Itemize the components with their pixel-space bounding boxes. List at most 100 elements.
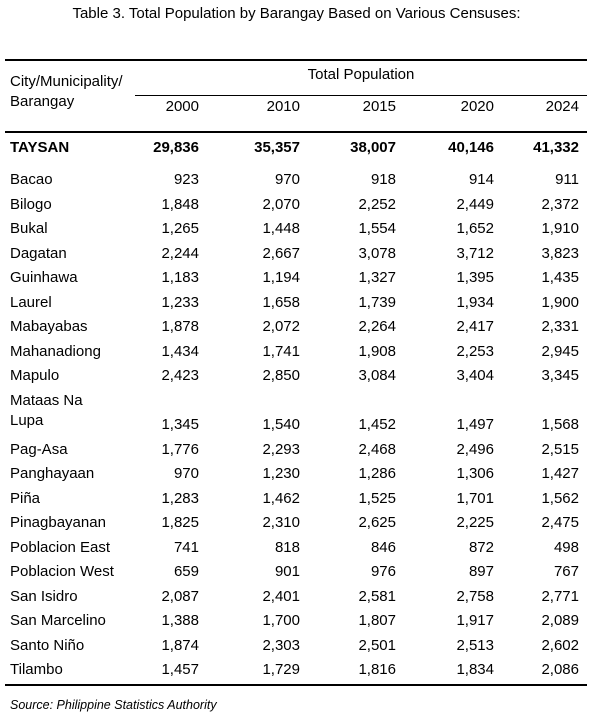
barangay-name: Mataas Na Lupa xyxy=(10,391,83,429)
barangay-name: TAYSAN xyxy=(10,139,70,156)
population-value: 1,562 xyxy=(541,489,579,507)
population-value: 1,457 xyxy=(161,661,199,678)
population-value: 2,771 xyxy=(541,587,579,605)
header-rule xyxy=(5,131,587,133)
population-value: 1,816 xyxy=(358,661,396,678)
population-value: 2,449 xyxy=(456,195,494,213)
population-value: 1,776 xyxy=(161,440,199,458)
population-value: 1,848 xyxy=(161,195,199,213)
population-value: 818 xyxy=(274,538,300,556)
population-value: 2,602 xyxy=(541,636,579,654)
population-value: 29,836 xyxy=(153,139,199,156)
source-note: Source: Philippine Statistics Authority xyxy=(10,698,217,712)
population-value: 1,908 xyxy=(358,342,396,360)
population-value: 2,070 xyxy=(262,195,300,213)
barangay-name: Panghayaan xyxy=(10,465,95,482)
population-value: 40,146 xyxy=(448,139,494,156)
population-value: 741 xyxy=(173,538,199,556)
year-header: 2015 xyxy=(362,98,396,115)
population-value: 2,423 xyxy=(161,367,199,384)
population-value: 2,089 xyxy=(541,612,579,629)
population-value: 2,072 xyxy=(262,318,300,335)
population-value: 1,427 xyxy=(541,465,579,482)
barangay-name: Piña xyxy=(10,489,41,507)
population-value: 1,395 xyxy=(456,269,494,286)
barangay-name: Bacao xyxy=(10,171,53,188)
population-value: 41,332 xyxy=(533,139,579,156)
population-value: 1,874 xyxy=(161,636,199,654)
population-value: 911 xyxy=(555,171,579,188)
population-value: 2,244 xyxy=(161,244,199,262)
population-value: 2,501 xyxy=(358,636,396,654)
barangay-name: San Marcelino xyxy=(10,612,106,629)
population-value: 2,087 xyxy=(161,587,199,605)
population-value: 38,007 xyxy=(350,139,396,156)
barangay-name: Tilambo xyxy=(10,661,63,678)
population-value: 970 xyxy=(274,171,300,188)
population-value: 1,739 xyxy=(358,293,396,311)
population-value: 1,910 xyxy=(541,220,579,237)
population-value: 1,283 xyxy=(161,489,199,507)
population-value: 1,388 xyxy=(161,612,199,629)
population-value: 1,525 xyxy=(358,489,396,507)
first-header: City/Municipality/ Barangay xyxy=(10,73,123,110)
population-value: 3,345 xyxy=(541,367,579,384)
population-value: 2,252 xyxy=(358,195,396,213)
population-value: 1,540 xyxy=(262,416,300,433)
population-value: 1,435 xyxy=(541,269,579,286)
population-value: 1,825 xyxy=(161,514,199,531)
barangay-name: Dagatan xyxy=(10,244,67,262)
population-value: 1,286 xyxy=(358,465,396,482)
population-value: 2,945 xyxy=(541,342,579,360)
group-header: Total Population xyxy=(307,66,415,83)
population-value: 1,306 xyxy=(456,465,494,482)
population-value: 2,496 xyxy=(456,440,494,458)
population-value: 659 xyxy=(173,563,199,580)
population-value: 1,452 xyxy=(358,416,396,433)
population-value: 2,475 xyxy=(541,514,579,531)
barangay-name: Pinagbayanan xyxy=(10,514,106,531)
population-value: 3,404 xyxy=(456,367,494,384)
year-header: 2024 xyxy=(545,98,579,115)
population-value: 1,701 xyxy=(456,489,494,507)
population-value: 1,741 xyxy=(262,342,300,360)
population-value: 767 xyxy=(553,563,579,580)
population-value: 2,264 xyxy=(358,318,396,335)
population-value: 1,568 xyxy=(541,416,579,433)
barangay-name: Poblacion West xyxy=(10,563,114,580)
barangay-name: San Isidro xyxy=(10,587,78,605)
population-value: 1,834 xyxy=(456,661,494,678)
population-value: 1,434 xyxy=(161,342,199,360)
group-rule xyxy=(135,95,587,96)
population-value: 2,417 xyxy=(456,318,494,335)
bottom-rule xyxy=(5,684,587,686)
population-value: 1,448 xyxy=(262,220,300,237)
population-value: 1,497 xyxy=(456,416,494,433)
population-value: 2,850 xyxy=(262,367,300,384)
population-value: 1,462 xyxy=(262,489,300,507)
barangay-name: Bilogo xyxy=(10,195,52,213)
population-value: 2,372 xyxy=(541,195,579,213)
population-value: 2,468 xyxy=(358,440,396,458)
population-value: 914 xyxy=(468,171,494,188)
barangay-name: Guinhawa xyxy=(10,269,78,286)
population-value: 1,652 xyxy=(456,220,494,237)
barangay-name: Mabayabas xyxy=(10,318,88,335)
year-header: 2020 xyxy=(460,98,494,115)
population-value: 2,581 xyxy=(358,587,396,605)
population-value: 1,729 xyxy=(262,661,300,678)
population-value: 2,515 xyxy=(541,440,579,458)
population-value: 1,183 xyxy=(161,269,199,286)
population-value: 2,513 xyxy=(456,636,494,654)
population-value: 1,934 xyxy=(456,293,494,311)
barangay-name: Pag-Asa xyxy=(10,440,68,458)
population-value: 2,303 xyxy=(262,636,300,654)
population-value: 1,230 xyxy=(262,465,300,482)
population-value: 897 xyxy=(468,563,494,580)
population-value: 2,225 xyxy=(456,514,494,531)
population-value: 901 xyxy=(274,563,300,580)
population-value: 1,700 xyxy=(262,612,300,629)
population-value: 35,357 xyxy=(254,139,300,156)
year-header: 2000 xyxy=(165,98,199,115)
